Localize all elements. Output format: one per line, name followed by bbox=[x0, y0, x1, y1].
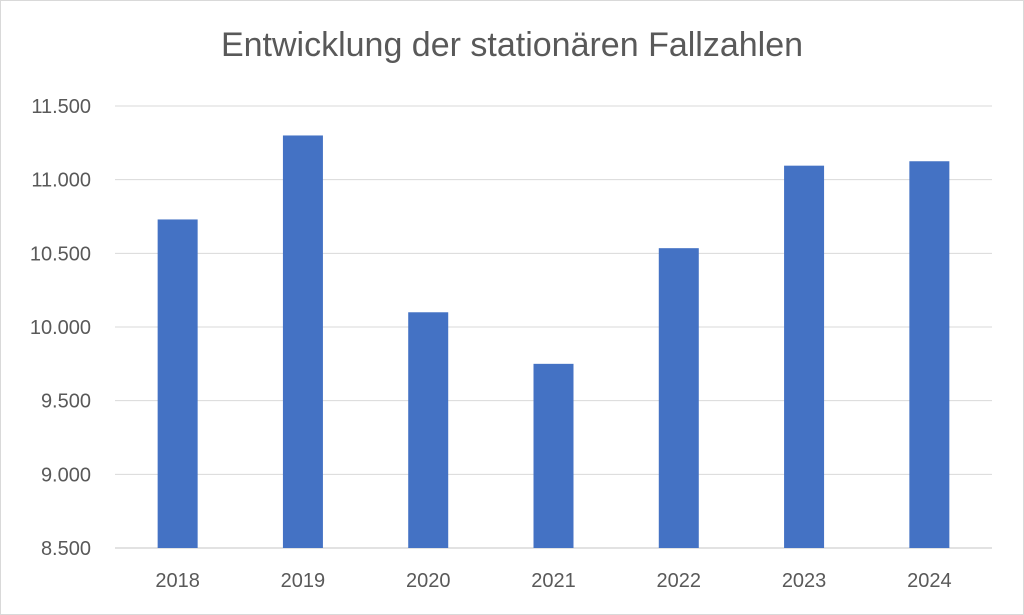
bar-2022 bbox=[658, 248, 699, 548]
chart-title: Entwicklung der stationären Fallzahlen bbox=[220, 26, 804, 64]
bar-2021 bbox=[533, 363, 574, 548]
y-axis-tick-labels: 8.500 9.000 9.500 10.000 10.500 11.000 11.500 bbox=[30, 96, 91, 560]
y-tick-label: 9.500 bbox=[41, 391, 91, 413]
bar-2023 bbox=[784, 165, 825, 549]
x-tick-label: 2022 bbox=[657, 570, 702, 592]
x-tick-label: 2019 bbox=[281, 570, 326, 592]
x-tick-label: 2020 bbox=[406, 570, 451, 592]
bar-2019 bbox=[282, 135, 323, 548]
y-tick-label: 11.000 bbox=[31, 170, 91, 192]
y-tick-label: 10.500 bbox=[30, 243, 91, 265]
x-tick-label: 2023 bbox=[782, 570, 827, 592]
bar-2024 bbox=[909, 161, 950, 548]
y-tick-label: 10.000 bbox=[30, 317, 91, 339]
x-tick-label: 2021 bbox=[531, 570, 576, 592]
x-tick-label: 2024 bbox=[907, 570, 952, 592]
bar-2018 bbox=[157, 219, 198, 549]
x-axis-tick-labels: 2018 2019 2020 2021 2022 2023 2024 bbox=[155, 570, 951, 592]
y-tick-label: 9.000 bbox=[41, 464, 91, 486]
bars bbox=[157, 135, 950, 549]
y-tick-label: 11.500 bbox=[31, 96, 91, 118]
bar-2020 bbox=[408, 312, 449, 548]
y-tick-label: 8.500 bbox=[41, 538, 91, 560]
x-tick-label: 2018 bbox=[155, 570, 200, 592]
